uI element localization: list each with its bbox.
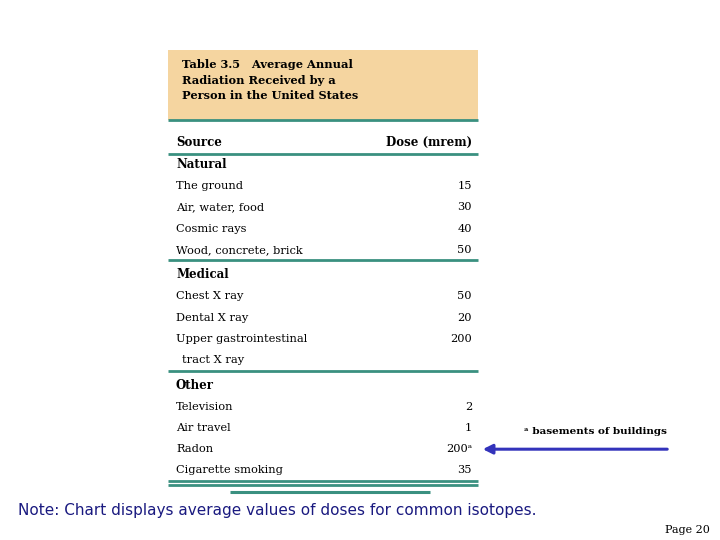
Text: Air travel: Air travel	[176, 423, 230, 433]
Text: 1: 1	[464, 423, 472, 433]
Text: The ground: The ground	[176, 181, 243, 191]
Text: Medical: Medical	[176, 268, 229, 281]
Text: 35: 35	[457, 465, 472, 476]
Text: Natural: Natural	[176, 158, 227, 171]
Text: Other: Other	[176, 379, 214, 392]
Text: Television: Television	[176, 402, 233, 411]
Text: Air, water, food: Air, water, food	[176, 202, 264, 212]
Text: 2: 2	[464, 402, 472, 411]
Text: 200: 200	[450, 334, 472, 344]
Text: Note: Chart displays average values of doses for common isotopes.: Note: Chart displays average values of d…	[18, 503, 536, 517]
Text: 40: 40	[457, 224, 472, 233]
Text: 30: 30	[457, 202, 472, 212]
Text: 50: 50	[457, 291, 472, 301]
Text: 20: 20	[457, 313, 472, 322]
Text: Dose (mrem): Dose (mrem)	[386, 136, 472, 148]
Text: ᵃ basements of buildings: ᵃ basements of buildings	[523, 427, 667, 436]
Text: tract X ray: tract X ray	[182, 355, 244, 365]
Text: Cigarette smoking: Cigarette smoking	[176, 465, 283, 476]
Text: 50: 50	[457, 245, 472, 255]
Bar	[168, 50, 478, 120]
Text: Dental X ray: Dental X ray	[176, 313, 248, 322]
Text: Page 20: Page 20	[665, 525, 710, 535]
Text: Source: Source	[176, 136, 222, 148]
Text: 200ᵃ: 200ᵃ	[446, 444, 472, 454]
Text: Wood, concrete, brick: Wood, concrete, brick	[176, 245, 302, 255]
Text: Chest X ray: Chest X ray	[176, 291, 243, 301]
Text: Cosmic rays: Cosmic rays	[176, 224, 246, 233]
Text: Table 3.5   Average Annual
Radiation Received by a
Person in the United States: Table 3.5 Average Annual Radiation Recei…	[182, 59, 359, 101]
Text: Radon: Radon	[176, 444, 213, 454]
Text: 15: 15	[457, 181, 472, 191]
Text: Upper gastrointestinal: Upper gastrointestinal	[176, 334, 307, 344]
